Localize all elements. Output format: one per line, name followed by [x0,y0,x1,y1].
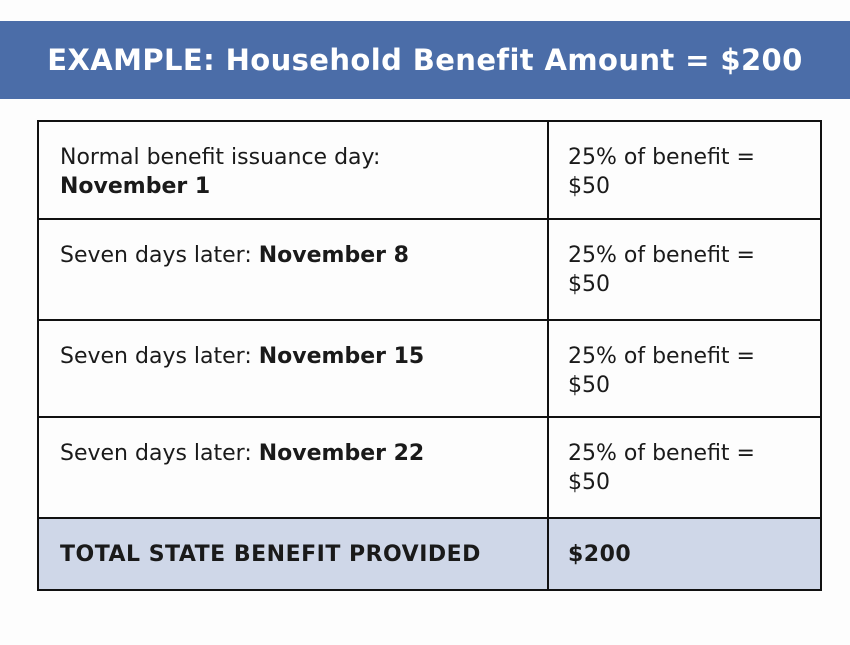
benefit-dollar-text: $50 [568,373,610,398]
title-banner: EXAMPLE: Household Benefit Amount = $200 [0,21,850,99]
total-dollar-text: $200 [568,541,632,567]
row-date-text: November 15 [258,344,425,369]
issuance-day-cell: Normal benefit issuance day: November 1 [39,122,547,218]
row-label-text: Seven days later: [60,243,259,268]
table-row: Normal benefit issuance day: November 1 … [39,122,820,218]
table-row: Seven days later: November 22 25% of ben… [39,416,820,517]
row-label-text: Seven days later: [60,441,259,466]
benefit-amount-cell: 25% of benefit = $50 [547,418,820,517]
row-date-text: November 22 [258,441,425,466]
benefit-dollar-text: $50 [568,470,610,495]
issuance-day-cell: Seven days later: November 8 [39,220,547,319]
table-row: Seven days later: November 8 25% of bene… [39,218,820,319]
total-label-cell: TOTAL STATE BENEFIT PROVIDED [39,519,547,589]
benefit-percent-text: 25% of benefit = [568,441,755,466]
benefit-amount-cell: 25% of benefit = $50 [547,220,820,319]
issuance-day-cell: Seven days later: November 22 [39,418,547,517]
benefit-percent-text: 25% of benefit = [568,243,755,268]
total-label-text: TOTAL STATE BENEFIT PROVIDED [60,541,481,567]
benefit-amount-cell: 25% of benefit = $50 [547,122,820,218]
total-value-cell: $200 [547,519,820,589]
benefit-percent-text: 25% of benefit = [568,344,755,369]
page-title: EXAMPLE: Household Benefit Amount = $200 [47,43,803,77]
row-date-text: November 1 [60,174,211,199]
benefit-schedule-table: Normal benefit issuance day: November 1 … [37,120,822,591]
benefit-dollar-text: $50 [568,272,610,297]
issuance-day-cell: Seven days later: November 15 [39,321,547,416]
row-date-text: November 8 [258,243,409,268]
row-label-text: Normal benefit issuance day: [60,145,381,170]
benefit-amount-cell: 25% of benefit = $50 [547,321,820,416]
table-row: Seven days later: November 15 25% of ben… [39,319,820,416]
row-label-text: Seven days later: [60,344,259,369]
total-row: TOTAL STATE BENEFIT PROVIDED $200 [39,517,820,589]
benefit-percent-text: 25% of benefit = [568,145,755,170]
benefit-dollar-text: $50 [568,174,610,199]
